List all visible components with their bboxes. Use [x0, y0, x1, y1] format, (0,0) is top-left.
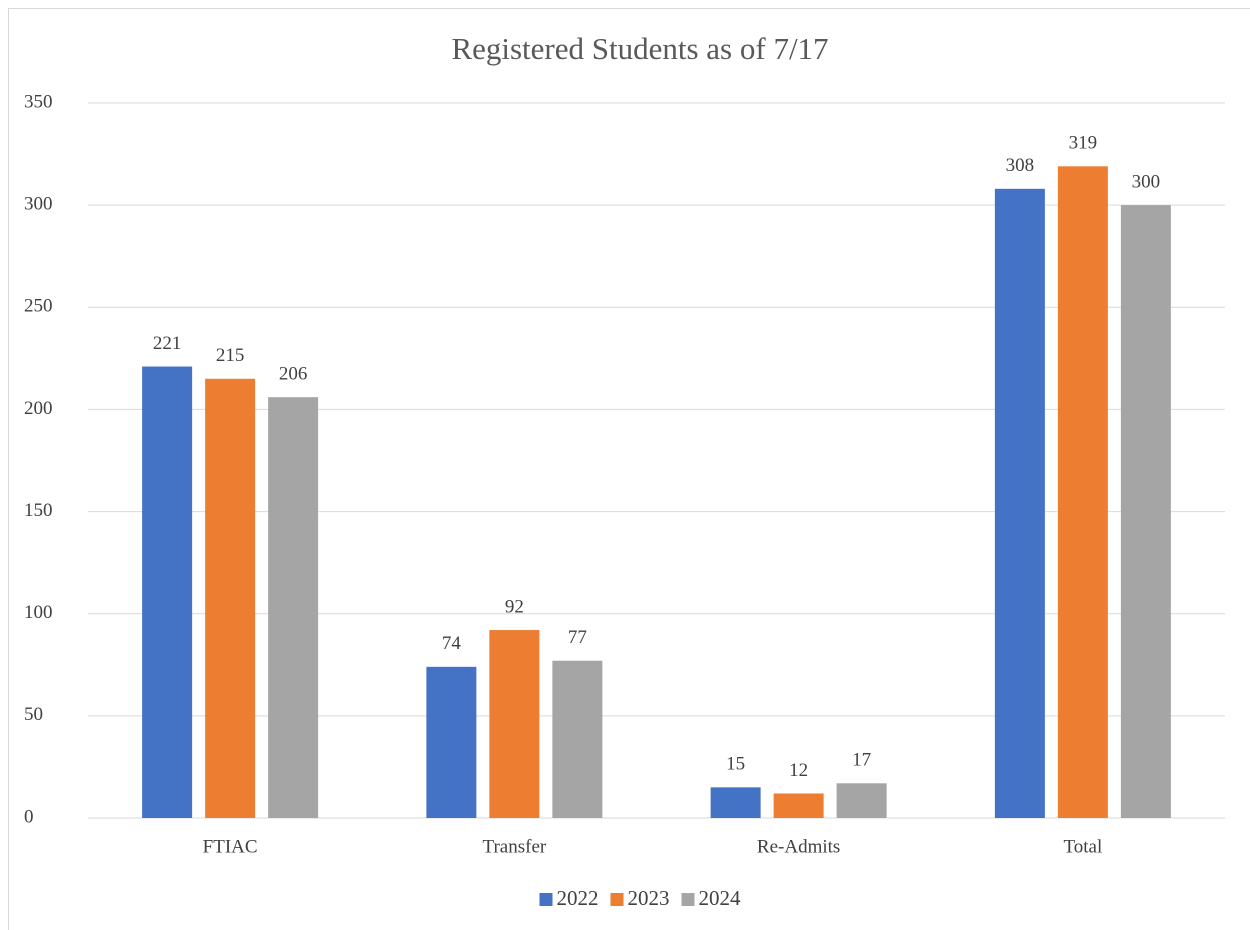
y-tick-label: 100	[24, 602, 53, 623]
y-tick-label: 350	[24, 91, 53, 112]
legend-label: 2023	[628, 886, 670, 910]
bar	[205, 378, 256, 818]
data-label: 300	[1132, 172, 1161, 193]
x-tick-label: Total	[1063, 836, 1102, 857]
data-label: 308	[1006, 155, 1035, 176]
x-tick-label: Transfer	[483, 836, 547, 857]
x-tick-label: Re-Admits	[757, 836, 840, 857]
data-label: 215	[216, 345, 245, 366]
legend-swatch	[681, 893, 695, 906]
bar	[1057, 166, 1108, 819]
data-label: 17	[852, 750, 871, 771]
bar	[489, 630, 540, 818]
legend-label: 2022	[557, 886, 599, 910]
data-label: 74	[442, 633, 462, 654]
bar	[426, 666, 477, 818]
x-tick-label: FTIAC	[203, 836, 258, 857]
bar	[268, 397, 319, 818]
data-label: 319	[1069, 133, 1098, 154]
y-tick-label: 300	[24, 194, 53, 215]
data-label: 206	[279, 364, 308, 385]
bar	[552, 660, 603, 818]
legend-label: 2024	[699, 886, 742, 910]
bar	[1120, 205, 1171, 819]
data-label: 12	[789, 760, 808, 781]
y-tick-label: 250	[24, 296, 53, 317]
legend-swatch	[539, 893, 553, 906]
legend-swatch	[610, 893, 624, 906]
data-label: 77	[568, 627, 587, 648]
y-tick-label: 200	[24, 398, 53, 419]
bar	[710, 787, 761, 818]
data-label: 221	[153, 333, 182, 354]
bar	[142, 366, 193, 818]
data-label: 15	[726, 754, 745, 775]
y-tick-label: 150	[24, 500, 53, 521]
y-tick-label: 0	[24, 806, 34, 827]
bar	[994, 188, 1045, 819]
y-tick-label: 50	[24, 704, 43, 725]
bar	[773, 793, 824, 818]
chart-title: Registered Students as of 7/17	[451, 31, 828, 66]
bar	[836, 783, 887, 818]
data-label: 92	[505, 596, 524, 617]
